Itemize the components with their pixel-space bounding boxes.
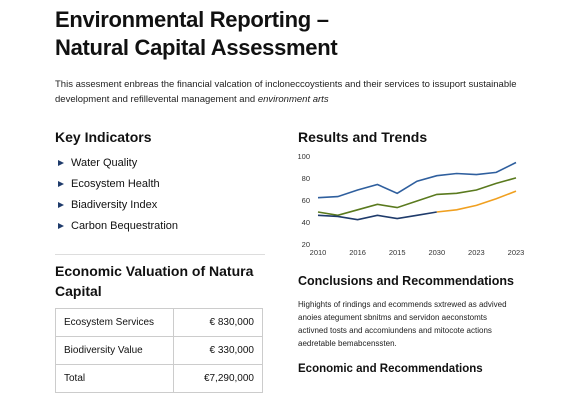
section-heading: Economic Valuation of Natura Capital bbox=[55, 261, 253, 301]
data-line bbox=[317, 211, 437, 221]
indicator: Biadiversity Index bbox=[55, 195, 178, 216]
data-line bbox=[317, 161, 517, 199]
section-subheading: Economic and Recommendations bbox=[298, 363, 483, 375]
data-line bbox=[436, 190, 517, 213]
row-value: €7,290,000 bbox=[173, 364, 263, 393]
y-tick-label: 40 bbox=[302, 218, 310, 227]
text-line: activned tosts and accomiundens and mito… bbox=[298, 326, 492, 335]
x-tick-label: 2015 bbox=[389, 248, 406, 257]
row-label: Ecosystem Services bbox=[55, 308, 174, 337]
indicator-list: Water Quality Ecosystem Health Biadiversit… bbox=[55, 153, 178, 237]
chart-title: Results and Trends bbox=[298, 129, 428, 145]
x-tick-label: 2010 bbox=[310, 248, 327, 257]
row-value: € 330,000 bbox=[173, 336, 263, 365]
heading-line: Capital bbox=[55, 283, 102, 299]
text-line: anoies ategument sbnitms and servidon ae… bbox=[298, 313, 487, 322]
x-tick-label: 2023 bbox=[508, 248, 525, 257]
conclusions-text: Highights of rindings and ecommends sxtr… bbox=[298, 298, 538, 350]
x-tick-label: 2030 bbox=[428, 248, 445, 257]
row-value: € 830,000 bbox=[173, 308, 263, 337]
table-row: Biodiversity Value € 330,000 bbox=[55, 336, 263, 365]
y-tick-label: 100 bbox=[297, 152, 310, 161]
intro: This assesment enbreas the financial val… bbox=[55, 77, 535, 107]
data-line bbox=[317, 177, 517, 217]
title-line: Natural Capital Assessment bbox=[55, 35, 338, 60]
row-label: Total bbox=[55, 364, 174, 393]
title-line: Environmental Reporting – bbox=[55, 7, 329, 32]
indicator: Ecosystem Health bbox=[55, 174, 178, 195]
y-tick-label: 60 bbox=[302, 196, 310, 205]
indicator: Carbon Bequestration bbox=[55, 216, 178, 237]
text-line: Highights of rindings and ecommends sxtr… bbox=[298, 300, 507, 309]
y-tick-label: 80 bbox=[302, 174, 310, 183]
section-heading: Conclusions and Recommendations bbox=[298, 274, 515, 288]
row-label: Biodiversity Value bbox=[55, 336, 174, 365]
heading-line: Economic Valuation of Natura bbox=[55, 263, 254, 279]
title: Environmental Reporting – Natural Capital… bbox=[55, 6, 338, 62]
divider bbox=[55, 254, 265, 255]
x-tick-label: 2016 bbox=[349, 248, 366, 257]
section-heading: Key Indicators bbox=[55, 129, 152, 145]
chart: 20 40 60 80 100 2010 2016 2015 2030 2023 2023 bbox=[297, 152, 525, 257]
valuation-table: Ecosystem Services € 830,000 Biodiversity … bbox=[55, 308, 263, 393]
y-tick-label: 20 bbox=[302, 240, 310, 249]
text-line: aedretable bemabcenssten. bbox=[298, 339, 397, 348]
table-row: Ecosystem Services € 830,000 bbox=[55, 308, 263, 337]
table-row: Total €7,290,000 bbox=[55, 364, 263, 393]
x-tick-label: 2023 bbox=[468, 248, 485, 257]
indicator: Water Quality bbox=[55, 153, 178, 174]
intro-emphasis: environment arts bbox=[257, 94, 329, 105]
intro-text: This assesment enbreas the financial val… bbox=[55, 79, 517, 105]
